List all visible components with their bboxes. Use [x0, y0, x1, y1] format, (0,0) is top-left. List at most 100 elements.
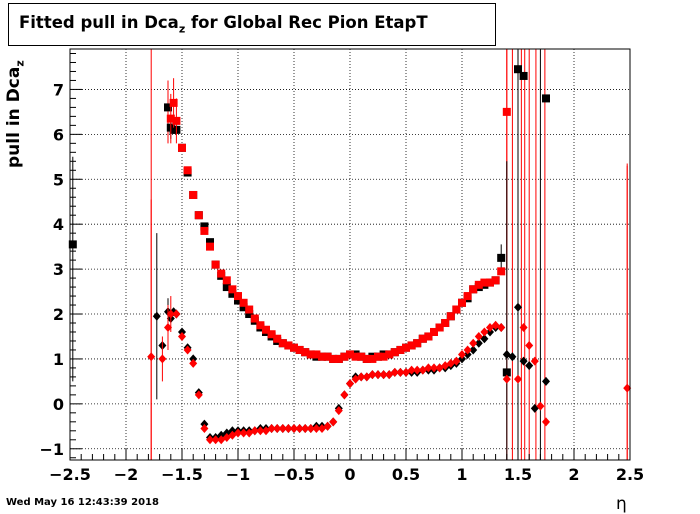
data-point-square — [407, 341, 416, 350]
data-point-square — [245, 310, 254, 319]
x-tick-label: −2 — [114, 465, 139, 484]
data-point-square — [486, 278, 494, 287]
plot-frame — [69, 48, 631, 461]
data-point-diamond — [278, 424, 287, 434]
data-point-diamond — [267, 424, 276, 434]
data-point-diamond — [152, 311, 161, 321]
data-point-diamond — [525, 361, 534, 371]
data-point-diamond — [542, 376, 550, 386]
tick-labels: −2.5 −2 −1.5 −1 −0.5 0 0.5 1 1.5 2 2.5 −1 0 1 2 3 4 5 6 7 — [39, 80, 644, 484]
data-point-square — [178, 143, 186, 152]
data-point-square — [390, 348, 399, 357]
data-point-diamond — [329, 417, 338, 427]
x-tick-label: −1.5 — [161, 465, 203, 484]
data-point-square — [206, 242, 214, 251]
data-point-square — [68, 240, 77, 249]
data-point-square — [306, 350, 315, 359]
chart-title: Fitted pull in Dcaz for Global Rec Pion … — [19, 13, 428, 35]
data-point-diamond — [200, 424, 209, 434]
data-point-square — [340, 352, 349, 361]
data-point-square — [262, 325, 270, 334]
data-point-diamond — [407, 365, 416, 375]
y-tick-label: −1 — [39, 440, 64, 459]
data-point-square — [284, 341, 293, 350]
data-point-square — [295, 345, 304, 354]
datestamp: Wed May 16 12:43:39 2018 — [6, 497, 159, 508]
data-point-diamond — [463, 345, 472, 355]
data-point-diamond — [514, 374, 522, 384]
chart-title-rest: for Global Rec Pion EtapT — [185, 13, 428, 32]
axis-ticks — [69, 52, 631, 460]
x-tick-label: 1 — [456, 465, 467, 484]
y-tick-label: 0 — [53, 395, 64, 414]
data-point-square — [452, 305, 461, 314]
y-tick-label: 4 — [53, 215, 64, 234]
data-point-diamond — [334, 406, 343, 416]
data-point-diamond — [480, 327, 489, 337]
data-markers — [68, 49, 632, 460]
data-point-square — [413, 339, 422, 348]
data-point-square — [273, 334, 282, 343]
data-point-diamond — [178, 331, 186, 341]
chart-title-box: Fitted pull in Dcaz for Global Rec Pion … — [8, 3, 496, 46]
y-axis-label-main: pull in Dca — [4, 66, 24, 168]
data-point-diamond — [469, 345, 478, 355]
data-point-square — [234, 292, 242, 301]
data-point-square — [458, 298, 466, 307]
data-point-square — [166, 114, 175, 123]
y-tick-label: 6 — [53, 125, 64, 144]
data-point-diamond — [452, 356, 461, 366]
chart-title-main: Fitted pull in Dca — [19, 13, 179, 32]
data-point-diamond — [234, 428, 242, 438]
y-tick-label: 5 — [53, 170, 64, 189]
data-point-square — [469, 285, 478, 294]
data-point-square — [435, 323, 444, 332]
data-point-square — [351, 352, 360, 361]
data-point-diamond — [295, 424, 304, 434]
data-point-square — [189, 190, 198, 199]
data-point-diamond — [239, 428, 248, 438]
data-point-square — [278, 339, 287, 348]
data-point-square — [211, 260, 220, 269]
data-point-square — [318, 352, 326, 361]
data-point-square — [217, 269, 226, 278]
x-tick-label: 0.5 — [392, 465, 420, 484]
data-point-square — [329, 354, 338, 363]
data-point-square — [194, 211, 203, 220]
data-point-diamond — [323, 421, 332, 431]
data-point-diamond — [508, 352, 517, 362]
data-point-square — [357, 352, 366, 361]
data-point-square — [245, 305, 254, 314]
data-point-square — [463, 292, 472, 301]
data-point-diamond — [340, 390, 349, 400]
data-point-square — [164, 103, 172, 112]
data-point-square — [441, 319, 450, 327]
data-point-diamond — [346, 379, 354, 389]
x-tick-label: −0.5 — [273, 465, 315, 484]
data-point-square — [290, 343, 298, 352]
data-point-square — [256, 321, 265, 330]
data-point-diamond — [519, 356, 528, 366]
error-lines — [72, 49, 628, 460]
data-point-diamond — [189, 358, 198, 368]
data-point-square — [323, 352, 332, 361]
x-tick-label: 0 — [344, 465, 355, 484]
data-point-diamond — [284, 424, 293, 434]
x-tick-label: −2.5 — [49, 465, 91, 484]
data-point-square — [312, 350, 321, 359]
data-point-diamond — [390, 367, 399, 377]
data-point-diamond — [301, 424, 310, 434]
data-point-diamond — [497, 322, 506, 332]
data-point-diamond — [430, 363, 438, 373]
data-point-square — [430, 327, 438, 336]
data-point-square — [222, 276, 231, 285]
data-point-square — [200, 226, 209, 235]
data-point-square — [234, 296, 242, 305]
data-point-square — [379, 352, 388, 361]
data-point-square — [491, 276, 500, 285]
data-point-square — [362, 354, 371, 363]
data-point-square — [250, 314, 259, 323]
data-point-diamond — [183, 345, 192, 355]
data-point-diamond — [158, 354, 167, 364]
